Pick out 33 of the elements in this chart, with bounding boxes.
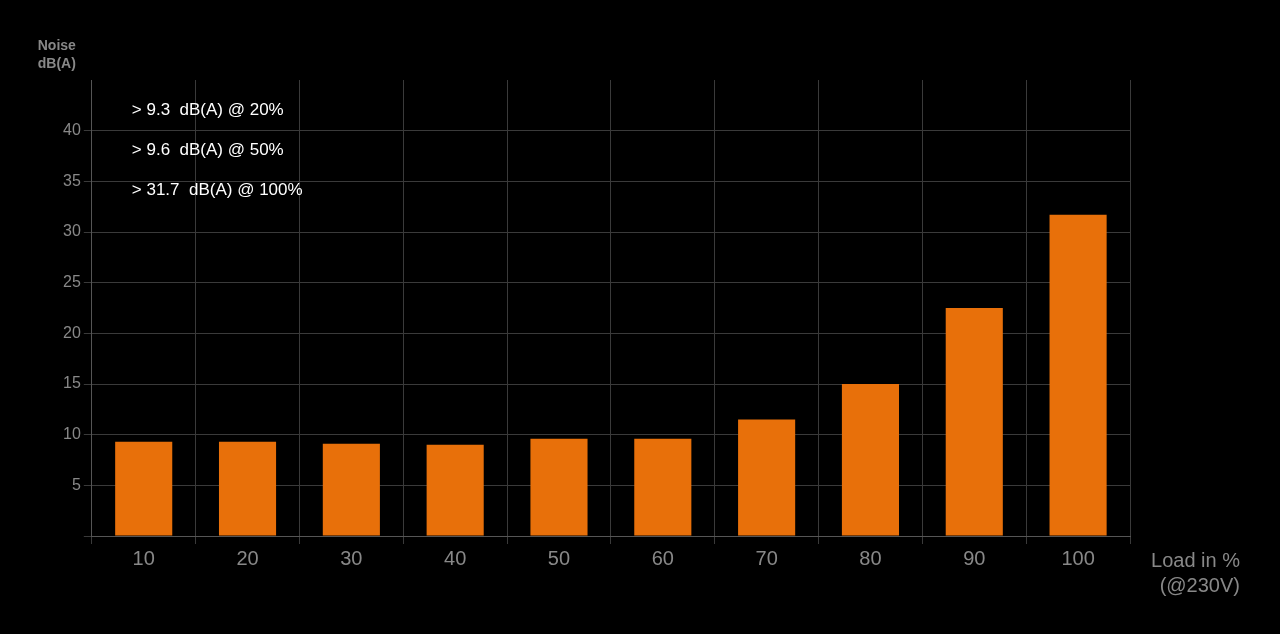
bar	[426, 444, 484, 536]
bar	[634, 438, 692, 536]
x-tick-label: 70	[755, 546, 778, 569]
x-tick-label: 50	[547, 546, 571, 569]
y-tick-label: 35	[63, 171, 81, 189]
y-tick-label: 15	[63, 374, 81, 392]
x-tick-label: 30	[340, 546, 363, 569]
x-tick-label: 60	[651, 546, 674, 569]
y-tick-label: 5	[71, 475, 81, 493]
x-tick-label: 20	[236, 546, 259, 569]
annotation: > 9.3 dB(A) @ 20%	[131, 99, 284, 119]
annotation: > 9.6 dB(A) @ 50%	[131, 139, 284, 159]
y-tick-label: 20	[63, 323, 81, 341]
bar	[115, 441, 173, 536]
annotation: > 31.7 dB(A) @ 100%	[131, 179, 303, 199]
x-tick-label: 80	[859, 546, 882, 569]
y-tick-label: 40	[63, 121, 81, 139]
bar	[841, 384, 899, 536]
y-tick-label: 30	[63, 222, 81, 240]
bar	[218, 441, 277, 536]
bar	[945, 308, 1003, 536]
x-tick-label: 90	[963, 546, 986, 569]
bar	[322, 443, 380, 536]
x-tick-label: 40	[444, 546, 467, 569]
y-axis-title: Noise dB(A)	[37, 36, 77, 71]
x-tick-label: 10	[132, 546, 155, 569]
x-axis-title: Load in % (@230V)	[1151, 548, 1241, 596]
bar	[738, 419, 796, 536]
y-tick-label: 25	[63, 273, 81, 291]
x-tick-label: 100	[1061, 546, 1095, 569]
y-tick-label: 10	[63, 425, 81, 443]
bar	[530, 438, 588, 536]
bar	[1049, 214, 1107, 536]
